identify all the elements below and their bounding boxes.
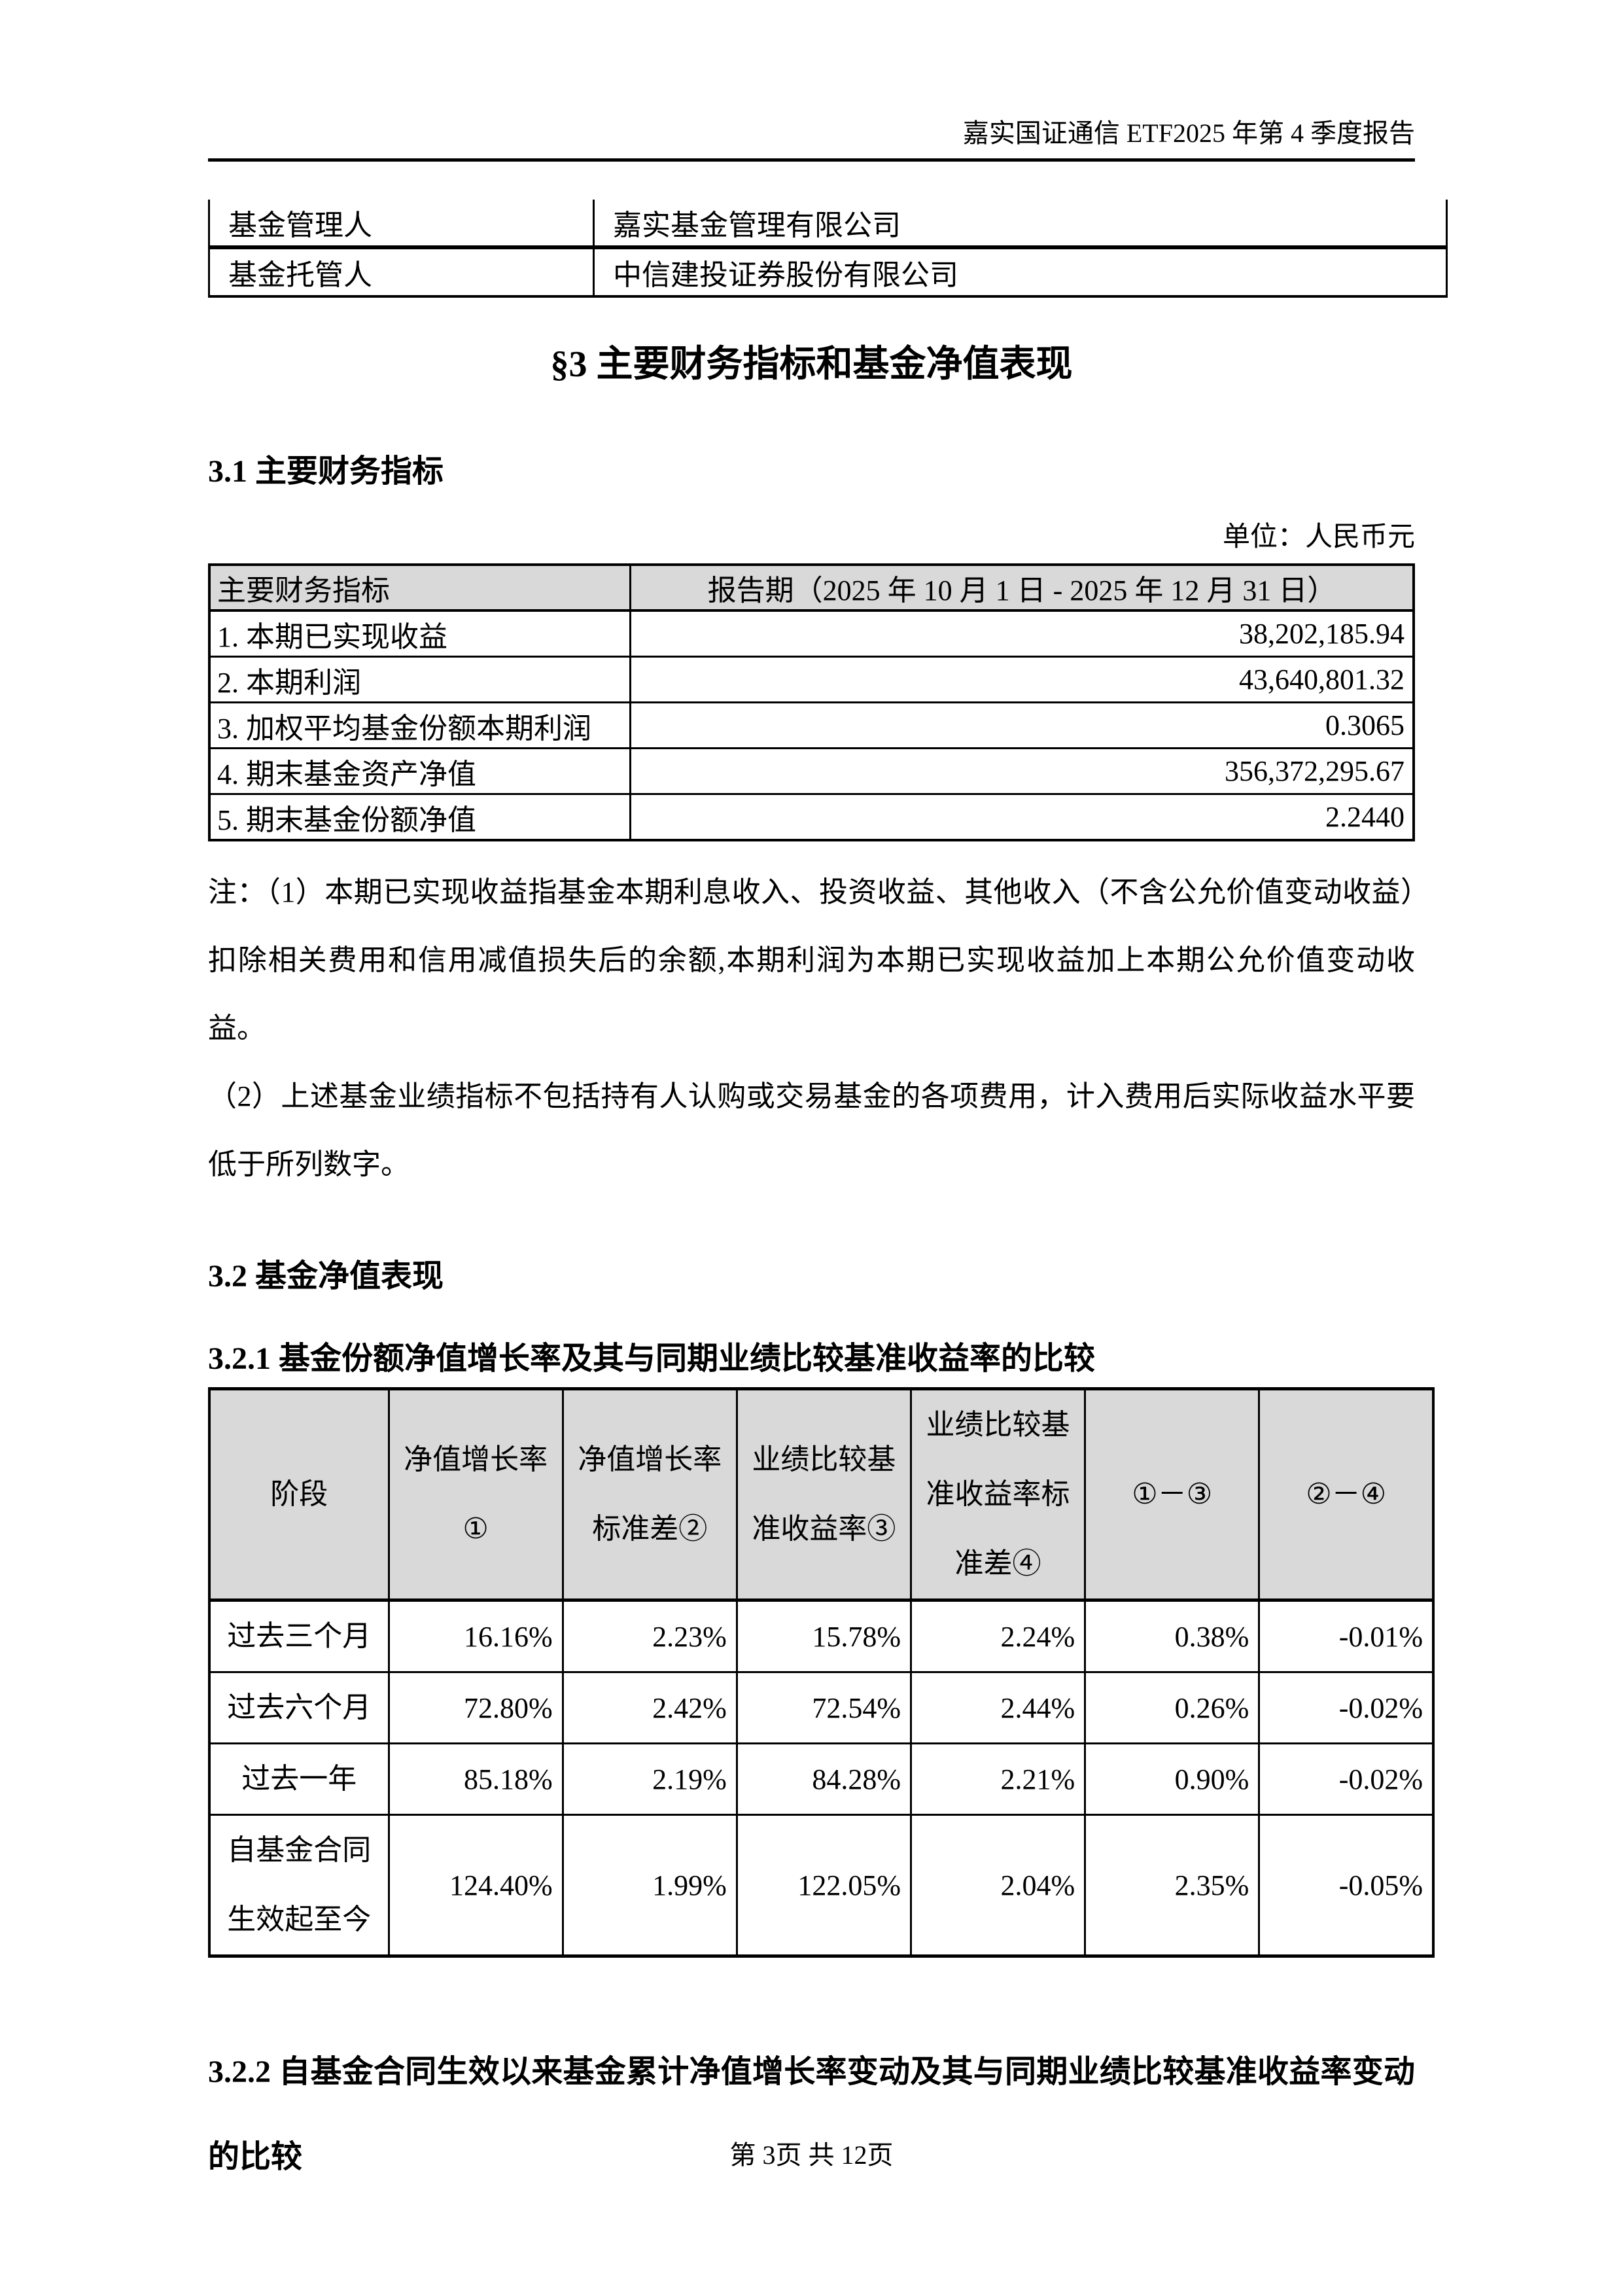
cell-value: 1.99%: [561, 1814, 738, 1958]
cell-value: 0.26%: [1084, 1671, 1261, 1744]
cell-value: -0.01%: [1258, 1599, 1435, 1673]
indicator-value: 356,372,295.67: [629, 747, 1415, 795]
notes-block: 注：（1）本期已实现收益指基金本期利息收入、投资收益、其他收入（不含公允价值变动…: [208, 858, 1415, 1199]
page-header: 嘉实国证通信 ETF2025 年第 4 季度报告: [208, 0, 1415, 162]
fund-custodian-value: 中信建投证券股份有限公司: [593, 247, 1448, 298]
section-3-2-1-heading: 3.2.1 基金份额净值增长率及其与同期业绩比较基准收益率的比较: [208, 1341, 1096, 1376]
section-3-2-2-heading: 3.2.2 自基金合同生效以来基金累计净值增长率变动及其与同期业绩比较基准收益率…: [208, 2055, 1415, 2174]
cell-value: 2.21%: [909, 1742, 1087, 1816]
benchmark-return-column-header: 业绩比较基 准收益率③: [735, 1387, 912, 1602]
section-3-1-heading: 3.1 主要财务指标: [208, 454, 444, 489]
benchmark-stddev-column-header: 业绩比较基 准收益率标 准差④: [909, 1387, 1087, 1602]
unit-note: 单位：人民币元: [1222, 522, 1415, 552]
cell-value: 16.16%: [387, 1599, 564, 1673]
cell-value: 72.54%: [735, 1671, 912, 1744]
cell-value: 0.38%: [1084, 1599, 1261, 1673]
stage-column-header: 阶段: [208, 1387, 390, 1602]
stage-label: 过去一年: [208, 1742, 390, 1816]
financial-indicators-table: 主要财务指标 报告期（2025 年 10 月 1 日 - 2025 年 12 月…: [208, 563, 1415, 841]
cell-value: 15.78%: [735, 1599, 912, 1673]
indicator-column-header: 主要财务指标: [208, 563, 631, 612]
note-paragraph: 注：（1）本期已实现收益指基金本期利息收入、投资收益、其他收入（不含公允价值变动…: [208, 876, 1415, 1044]
table-row: 2. 本期利润 43,640,801.32: [208, 656, 1415, 703]
table-row: 4. 期末基金资产净值 356,372,295.67: [208, 747, 1415, 795]
section-3-2-heading: 3.2 基金净值表现: [208, 1259, 444, 1294]
cell-value: 0.90%: [1084, 1742, 1261, 1816]
cell-value: 2.19%: [561, 1742, 738, 1816]
cell-value: 72.80%: [387, 1671, 564, 1744]
cell-value: 85.18%: [387, 1742, 564, 1816]
page-number: 第 3页 共 12页: [729, 2140, 894, 2170]
indicator-label: 3. 加权平均基金份额本期利润: [208, 701, 631, 749]
nav-growth-column-header: 净值增长率 ①: [387, 1387, 564, 1602]
diff-2-4-column-header: ②－④: [1258, 1387, 1435, 1602]
table-row: 1. 本期已实现收益 38,202,185.94: [208, 609, 1415, 658]
indicator-value: 43,640,801.32: [629, 656, 1415, 703]
table-row: 3. 加权平均基金份额本期利润 0.3065: [208, 701, 1415, 749]
table-row: 过去六个月 72.80% 2.42% 72.54% 2.44% 0.26% -0…: [208, 1671, 1435, 1744]
diff-1-3-column-header: ①－③: [1084, 1387, 1261, 1602]
nav-growth-stddev-column-header: 净值增长率 标准差②: [561, 1387, 738, 1602]
table-header-row: 主要财务指标 报告期（2025 年 10 月 1 日 - 2025 年 12 月…: [208, 563, 1415, 612]
table-row: 基金托管人 中信建投证券股份有限公司: [208, 247, 1448, 298]
nav-growth-comparison-table: 阶段 净值增长率 ① 净值增长率 标准差② 业绩比较基 准收益率③ 业绩比较基 …: [208, 1387, 1435, 1958]
note-paragraph: （2）上述基金业绩指标不包括持有人认购或交易基金的各项费用，计入费用后实际收益水…: [208, 1080, 1415, 1180]
cell-value: 122.05%: [735, 1814, 912, 1958]
table-row: 基金管理人 嘉实基金管理有限公司: [208, 200, 1448, 249]
cell-value: 124.40%: [387, 1814, 564, 1958]
stage-label: 过去三个月: [208, 1599, 390, 1673]
cell-value: 2.44%: [909, 1671, 1087, 1744]
table-row: 自基金合同 生效起至今 124.40% 1.99% 122.05% 2.04% …: [208, 1814, 1435, 1958]
fund-custodian-label: 基金托管人: [208, 247, 595, 298]
indicator-label: 1. 本期已实现收益: [208, 609, 631, 658]
cell-value: 2.35%: [1084, 1814, 1261, 1958]
cell-value: -0.05%: [1258, 1814, 1435, 1958]
indicator-label: 5. 期末基金份额净值: [208, 793, 631, 841]
indicator-value: 38,202,185.94: [629, 609, 1415, 658]
fund-manager-value: 嘉实基金管理有限公司: [593, 200, 1448, 249]
indicator-value: 0.3065: [629, 701, 1415, 749]
cell-value: 2.24%: [909, 1599, 1087, 1673]
fund-manager-label: 基金管理人: [208, 200, 595, 249]
page-content: 嘉实国证通信 ETF2025 年第 4 季度报告 基金管理人 嘉实基金管理有限公…: [208, 0, 1448, 2174]
table-row: 过去一年 85.18% 2.19% 84.28% 2.21% 0.90% -0.…: [208, 1742, 1435, 1816]
period-column-header: 报告期（2025 年 10 月 1 日 - 2025 年 12 月 31 日）: [629, 563, 1415, 612]
indicator-value: 2.2440: [629, 793, 1415, 841]
table-header-row: 阶段 净值增长率 ① 净值增长率 标准差② 业绩比较基 准收益率③ 业绩比较基 …: [208, 1387, 1435, 1602]
cell-value: -0.02%: [1258, 1671, 1435, 1744]
cell-value: 2.23%: [561, 1599, 738, 1673]
stage-label: 自基金合同 生效起至今: [208, 1814, 390, 1958]
indicator-label: 2. 本期利润: [208, 656, 631, 703]
table-row: 5. 期末基金份额净值 2.2440: [208, 793, 1415, 841]
cell-value: 2.42%: [561, 1671, 738, 1744]
page-header-title: 嘉实国证通信 ETF2025 年第 4 季度报告: [962, 118, 1415, 148]
table-row: 过去三个月 16.16% 2.23% 15.78% 2.24% 0.38% -0…: [208, 1599, 1435, 1673]
cell-value: 84.28%: [735, 1742, 912, 1816]
section-3-title: §3 主要财务指标和基金净值表现: [550, 344, 1073, 385]
cell-value: -0.02%: [1258, 1742, 1435, 1816]
fund-info-table: 基金管理人 嘉实基金管理有限公司 基金托管人 中信建投证券股份有限公司: [208, 200, 1448, 298]
stage-label: 过去六个月: [208, 1671, 390, 1744]
cell-value: 2.04%: [909, 1814, 1087, 1958]
indicator-label: 4. 期末基金资产净值: [208, 747, 631, 795]
